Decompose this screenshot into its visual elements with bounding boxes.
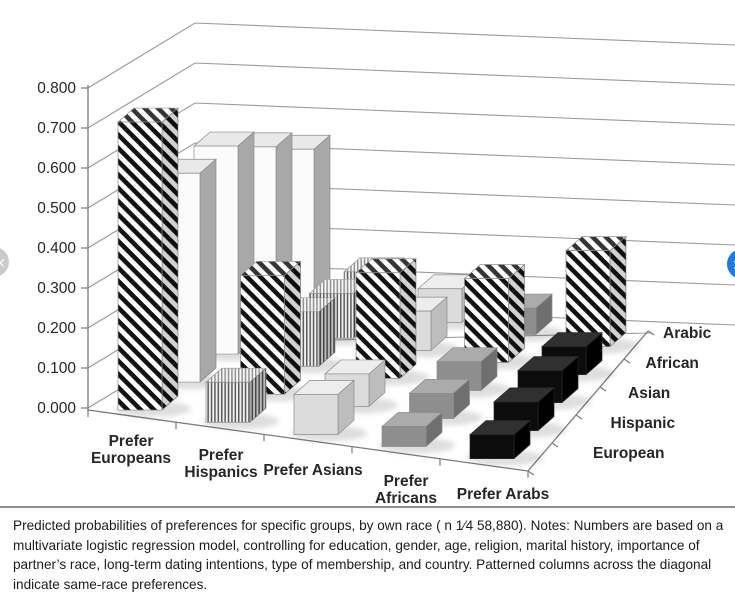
- bar-prefer-hispanics-hispanic: [239, 260, 302, 395]
- figure-caption-divider: [0, 506, 735, 508]
- svg-text:Hispanics: Hispanics: [184, 464, 257, 481]
- bar-prefer-africans-european: [381, 411, 443, 448]
- svg-text:Prefer: Prefer: [109, 433, 154, 450]
- chevron-right-icon: ›: [733, 255, 735, 273]
- bar-prefer-arabs-arabic: [565, 235, 627, 348]
- bar-prefer-africans-asian: [436, 346, 498, 392]
- svg-text:African: African: [646, 355, 699, 372]
- svg-text:0.300: 0.300: [37, 280, 76, 297]
- svg-text:Arabic: Arabic: [663, 325, 712, 342]
- bar-prefer-africans-african: [463, 263, 526, 364]
- bar-prefer-arabs-european: [469, 419, 531, 460]
- chevron-left-icon: ‹: [0, 253, 5, 271]
- preference-3d-bar-chart: 0.000 0.100 0.200 0.300 0.400 0.500 0.600 0.700…: [37, 22, 735, 507]
- svg-text:European: European: [593, 445, 664, 462]
- svg-text:0.400: 0.400: [37, 240, 76, 257]
- bar-prefer-hispanics-european: [205, 367, 267, 423]
- bar-prefer-europeans-european: [117, 107, 179, 411]
- svg-text:0.700: 0.700: [37, 120, 76, 137]
- svg-text:Europeans: Europeans: [91, 450, 171, 467]
- svg-text:0.500: 0.500: [37, 200, 76, 217]
- svg-text:0.200: 0.200: [37, 320, 76, 337]
- svg-text:Africans: Africans: [375, 490, 437, 507]
- svg-text:0.000: 0.000: [37, 400, 76, 417]
- bar-prefer-asians-european: [293, 379, 355, 436]
- svg-text:Prefer: Prefer: [199, 447, 244, 464]
- svg-text:Hispanic: Hispanic: [611, 415, 676, 432]
- svg-text:0.600: 0.600: [37, 160, 76, 177]
- svg-text:Prefer: Prefer: [384, 473, 429, 490]
- svg-text:Prefer Asians: Prefer Asians: [263, 462, 362, 479]
- carousel-next-button[interactable]: ›: [727, 249, 735, 279]
- bar-prefer-asians-asian: [355, 257, 417, 380]
- svg-text:0.800: 0.800: [37, 80, 76, 97]
- figure-caption: Predicted probabilities of preferences f…: [13, 518, 724, 592]
- svg-text:Asian: Asian: [628, 385, 670, 402]
- carousel-prev-button[interactable]: ‹: [0, 247, 9, 277]
- svg-text:0.100: 0.100: [37, 360, 76, 377]
- svg-text:Prefer Arabs: Prefer Arabs: [457, 486, 549, 503]
